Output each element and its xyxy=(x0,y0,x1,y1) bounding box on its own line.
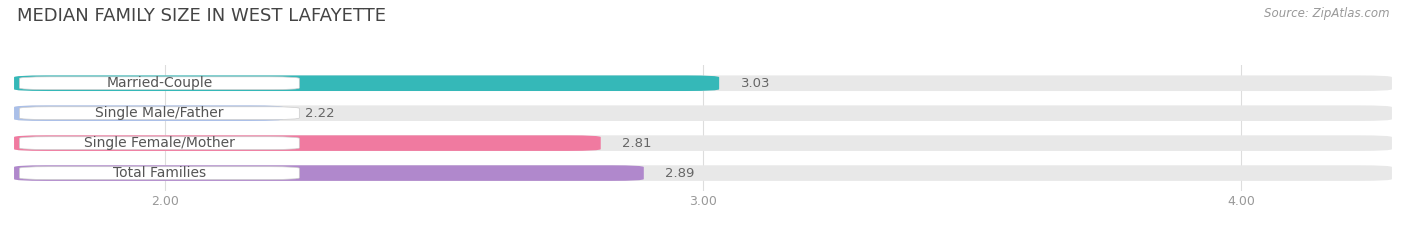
Text: 2.22: 2.22 xyxy=(305,107,335,120)
Text: Total Families: Total Families xyxy=(112,166,205,180)
Text: MEDIAN FAMILY SIZE IN WEST LAFAYETTE: MEDIAN FAMILY SIZE IN WEST LAFAYETTE xyxy=(17,7,385,25)
FancyBboxPatch shape xyxy=(14,105,283,121)
FancyBboxPatch shape xyxy=(20,137,299,150)
FancyBboxPatch shape xyxy=(20,167,299,179)
FancyBboxPatch shape xyxy=(14,165,644,181)
FancyBboxPatch shape xyxy=(14,75,1392,91)
FancyBboxPatch shape xyxy=(14,105,1392,121)
FancyBboxPatch shape xyxy=(20,77,299,90)
FancyBboxPatch shape xyxy=(14,165,1392,181)
Text: 3.03: 3.03 xyxy=(741,77,770,90)
FancyBboxPatch shape xyxy=(14,135,1392,151)
Text: 2.89: 2.89 xyxy=(665,167,695,180)
Text: Single Male/Father: Single Male/Father xyxy=(96,106,224,120)
FancyBboxPatch shape xyxy=(14,135,600,151)
FancyBboxPatch shape xyxy=(14,75,718,91)
FancyBboxPatch shape xyxy=(20,107,299,120)
Text: Source: ZipAtlas.com: Source: ZipAtlas.com xyxy=(1264,7,1389,20)
Text: Married-Couple: Married-Couple xyxy=(107,76,212,90)
Text: 2.81: 2.81 xyxy=(623,137,652,150)
Text: Single Female/Mother: Single Female/Mother xyxy=(84,136,235,150)
